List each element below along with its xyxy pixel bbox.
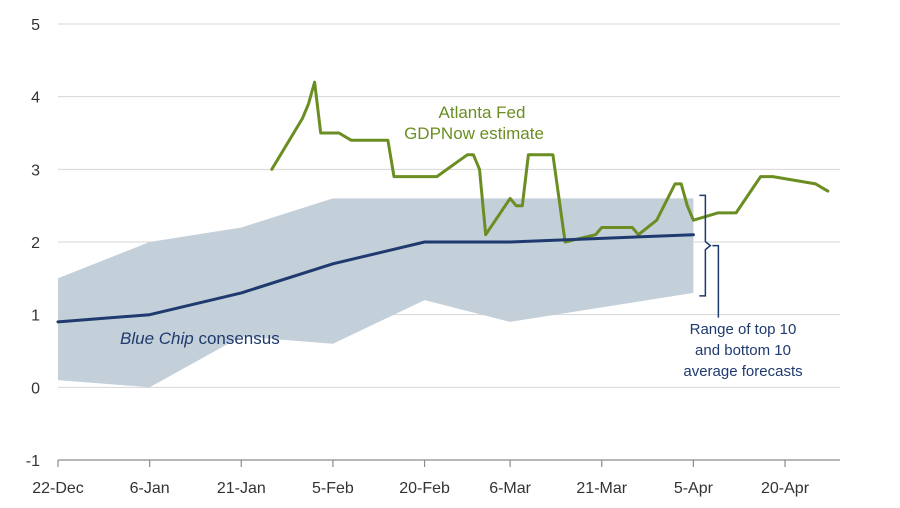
- range-brace: [699, 194, 712, 297]
- x-tick-label-21-Mar: 21-Mar: [576, 480, 627, 497]
- x-tick-label-5-Apr: 5-Apr: [674, 480, 714, 497]
- x-axis-labels: 22-Dec 6-Jan 21-Jan 5-Feb 20-Feb 6-Mar 21-Mar 5…: [32, 480, 809, 497]
- x-tick-label-22-Dec: 22-Dec: [32, 480, 84, 497]
- x-tick-label-5-Feb: 5-Feb: [312, 480, 354, 497]
- bluechip-annotation-italic: Blue Chip: [120, 329, 194, 348]
- range-annotation-line1: Range of top 10: [690, 321, 797, 338]
- series-lines: [56, 80, 830, 324]
- x-axis: [57, 459, 840, 467]
- bluechip-consensus-line: [56, 233, 695, 324]
- range-annotation-line2: and bottom 10: [695, 342, 791, 359]
- x-tick-label-21-Jan: 21-Jan: [217, 480, 266, 497]
- gdpnow-annotation-line1: Atlanta Fed: [439, 103, 526, 122]
- y-tick-label--1: -1: [26, 453, 40, 470]
- y-tick-label-4: 4: [31, 90, 40, 107]
- bluechip-annotation-rest: consensus: [194, 329, 280, 348]
- y-tick-label-3: 3: [31, 162, 40, 179]
- range-brackets: [699, 194, 720, 318]
- bluechip-annotation: Blue Chip consensus: [120, 329, 280, 348]
- gdpnow-line: [270, 80, 830, 244]
- range-leader-line: [712, 244, 720, 318]
- y-tick-label-0: 0: [31, 380, 40, 397]
- forecast-range-band: [58, 198, 694, 388]
- y-tick-label-1: 1: [31, 308, 40, 325]
- y-tick-label-2: 2: [31, 235, 40, 252]
- x-tick-label-20-Apr: 20-Apr: [761, 480, 810, 497]
- x-tick-label-20-Feb: 20-Feb: [399, 480, 450, 497]
- y-axis-labels: -1 0 1 2 3 4 5: [26, 17, 40, 470]
- y-tick-label-5: 5: [31, 17, 40, 34]
- range-annotation-line3: average forecasts: [683, 363, 802, 380]
- gdpnow-annotation-line2: GDPNow estimate: [404, 124, 544, 143]
- forecast-range-area: [58, 198, 694, 388]
- x-tick-label-6-Jan: 6-Jan: [130, 480, 170, 497]
- x-tick-label-6-Mar: 6-Mar: [489, 480, 531, 497]
